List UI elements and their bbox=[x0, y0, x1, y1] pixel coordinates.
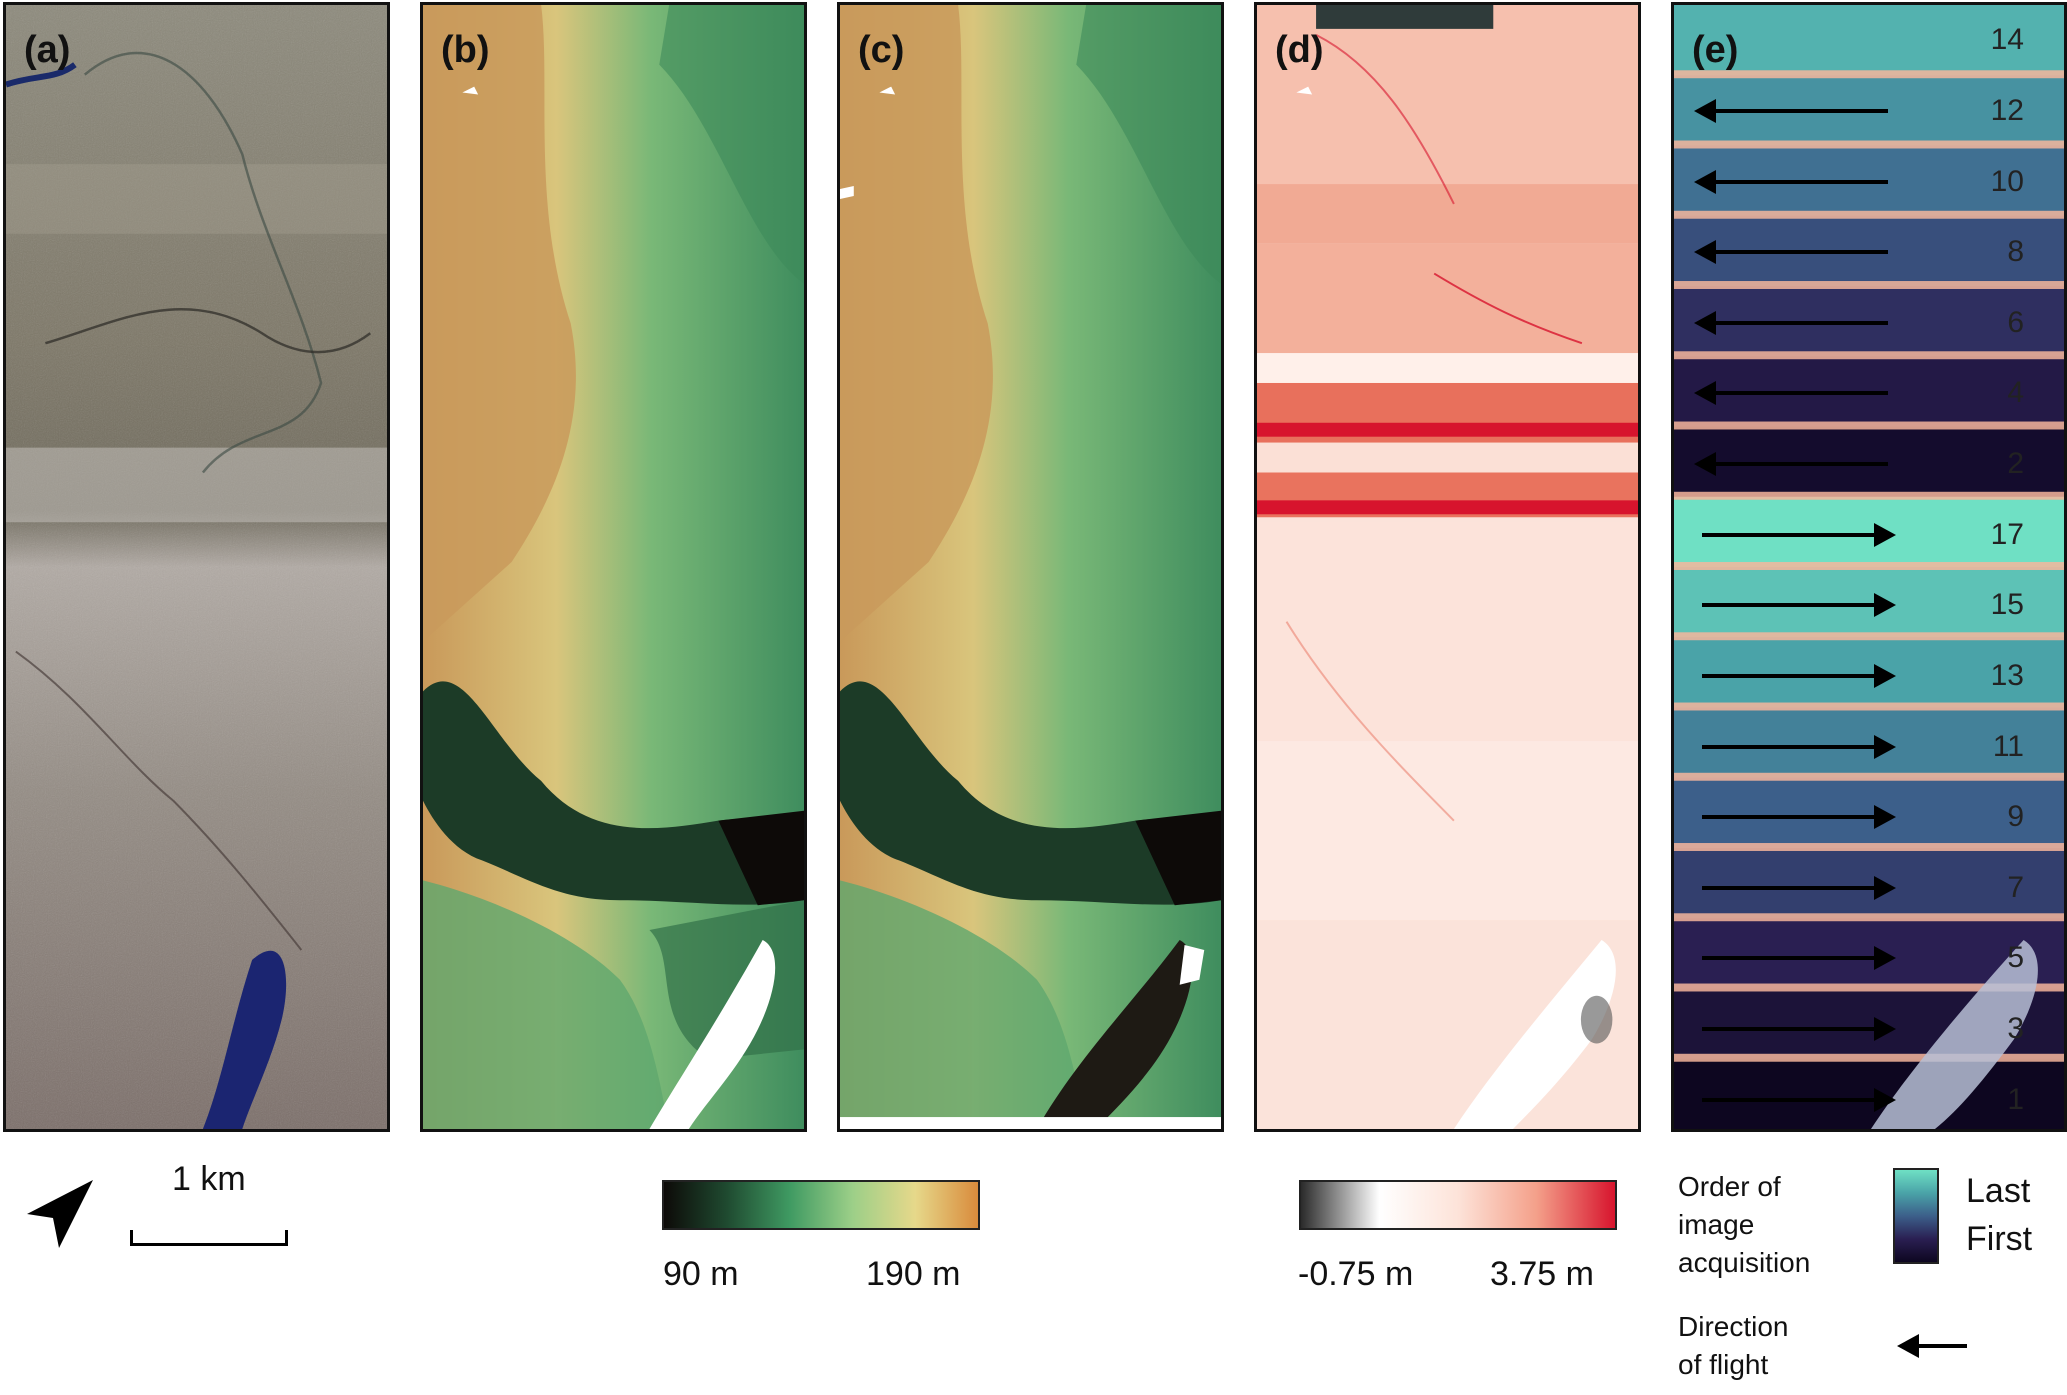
right-arrow-icon bbox=[1702, 805, 1896, 830]
panel-b-dem: (b) bbox=[420, 2, 807, 1132]
strip-overlap bbox=[1674, 983, 2064, 992]
left-arrow-icon bbox=[1897, 1334, 1967, 1358]
left-arrow-icon bbox=[1694, 98, 1888, 123]
strip-number: 4 bbox=[2007, 376, 2024, 410]
right-arrow-icon bbox=[1702, 1017, 1896, 1042]
right-arrow-icon bbox=[1702, 1087, 1896, 1112]
strip-number: 13 bbox=[1990, 658, 2024, 692]
strip-overlap bbox=[1674, 210, 2064, 219]
difference-map bbox=[1257, 5, 1638, 1129]
imagery-map bbox=[6, 5, 387, 1129]
strip-number: 8 bbox=[2007, 235, 2024, 269]
left-arrow-icon bbox=[1694, 240, 1888, 265]
panel-d-label: (d) bbox=[1275, 29, 1324, 71]
panel-e-label: (e) bbox=[1692, 29, 1739, 71]
direction-legend-line-1: Direction bbox=[1678, 1311, 1789, 1342]
elevation-min-label: 90 m bbox=[663, 1255, 739, 1293]
order-legend-last-label: Last bbox=[1966, 1172, 2031, 1210]
right-arrow-icon bbox=[1702, 734, 1896, 759]
strip-overlap bbox=[1674, 281, 2064, 289]
flight-strip-17 bbox=[1674, 496, 2064, 568]
flight-strip-11 bbox=[1674, 707, 2064, 779]
strip-overlap bbox=[1674, 70, 2064, 79]
right-arrow-icon bbox=[1702, 875, 1896, 900]
right-arrow-icon bbox=[1702, 593, 1896, 618]
strip-overlap bbox=[1674, 562, 2064, 570]
direction-legend-title: Direction of flight bbox=[1678, 1308, 1788, 1384]
strip-overlap bbox=[1674, 843, 2064, 851]
panel-d-difference: (d) bbox=[1254, 2, 1641, 1132]
strip-overlap bbox=[1674, 421, 2064, 430]
strip-overlap bbox=[1674, 1053, 2064, 1062]
panel-b-label: (b) bbox=[441, 29, 490, 71]
direction-legend-line-2: of flight bbox=[1678, 1349, 1769, 1380]
order-legend-title: Order of image acquisition bbox=[1678, 1168, 1810, 1282]
flight-strip-9 bbox=[1674, 777, 2064, 849]
strip-overlap bbox=[1674, 140, 2064, 149]
right-arrow-icon bbox=[1702, 663, 1896, 688]
panel-a-imagery: (a) bbox=[3, 2, 390, 1132]
elevation-colorbar bbox=[662, 1180, 980, 1230]
lake-mask bbox=[1870, 940, 2038, 1129]
panel-a-label: (a) bbox=[24, 29, 71, 71]
strip-number: 17 bbox=[1990, 517, 2024, 551]
strip-overlap bbox=[1674, 491, 2064, 500]
left-arrow-icon bbox=[1694, 452, 1888, 477]
strip-number: 6 bbox=[2007, 305, 2024, 339]
panel-c-dem: (c) bbox=[837, 2, 1224, 1132]
flight-strip-15 bbox=[1674, 567, 2064, 639]
left-arrow-icon bbox=[1694, 381, 1888, 406]
left-arrow-icon bbox=[1694, 310, 1888, 335]
order-legend-line-3: acquisition bbox=[1678, 1247, 1811, 1278]
scale-bar bbox=[130, 1230, 288, 1246]
flight-strip-14 bbox=[1674, 5, 2064, 77]
strip-number: 15 bbox=[1990, 588, 2024, 622]
strip-number: 11 bbox=[1992, 729, 2024, 763]
right-arrow-icon bbox=[1702, 522, 1896, 547]
strip-overlap bbox=[1674, 702, 2064, 711]
strip-number: 14 bbox=[1990, 23, 2024, 57]
right-arrow-icon bbox=[1702, 946, 1896, 971]
panel-e-acquisition-order: (e) 14 12 10 8 6 4 2 17 15 13 11 9 7 5 3 1 bbox=[1671, 2, 2067, 1132]
strip-number: 10 bbox=[1990, 164, 2024, 198]
strip-overlap bbox=[1674, 913, 2064, 922]
strip-overlap bbox=[1674, 632, 2064, 641]
strip-number: 3 bbox=[2007, 1012, 2024, 1046]
north-arrow-icon bbox=[27, 1180, 93, 1248]
order-legend-line-2: image bbox=[1678, 1209, 1755, 1240]
scale-bar-label: 1 km bbox=[172, 1160, 246, 1198]
flight-strip-1 bbox=[1674, 1058, 2064, 1129]
panel-c-label: (c) bbox=[858, 29, 905, 71]
strip-overlap bbox=[1674, 351, 2064, 360]
strip-overlap bbox=[1674, 772, 2064, 781]
strip-number: 2 bbox=[2007, 447, 2024, 481]
strip-number: 7 bbox=[2007, 870, 2024, 904]
left-arrow-icon bbox=[1694, 169, 1888, 194]
strip-number: 5 bbox=[2007, 941, 2024, 975]
difference-min-label: -0.75 m bbox=[1298, 1255, 1414, 1293]
difference-colorbar bbox=[1299, 1180, 1617, 1230]
strip-number: 12 bbox=[1990, 93, 2024, 127]
difference-max-label: 3.75 m bbox=[1490, 1255, 1594, 1293]
dem-map bbox=[423, 5, 804, 1129]
flight-strip-13 bbox=[1674, 637, 2064, 709]
elevation-max-label: 190 m bbox=[866, 1255, 961, 1293]
dem-map-corrected bbox=[840, 5, 1221, 1129]
order-legend-first-label: First bbox=[1966, 1220, 2033, 1258]
order-legend-line-1: Order of bbox=[1678, 1171, 1781, 1202]
strip-number: 1 bbox=[2007, 1082, 2024, 1116]
strip-number: 9 bbox=[2007, 800, 2024, 834]
order-colorbar bbox=[1893, 1168, 1939, 1264]
flight-strip-7 bbox=[1674, 848, 2064, 920]
